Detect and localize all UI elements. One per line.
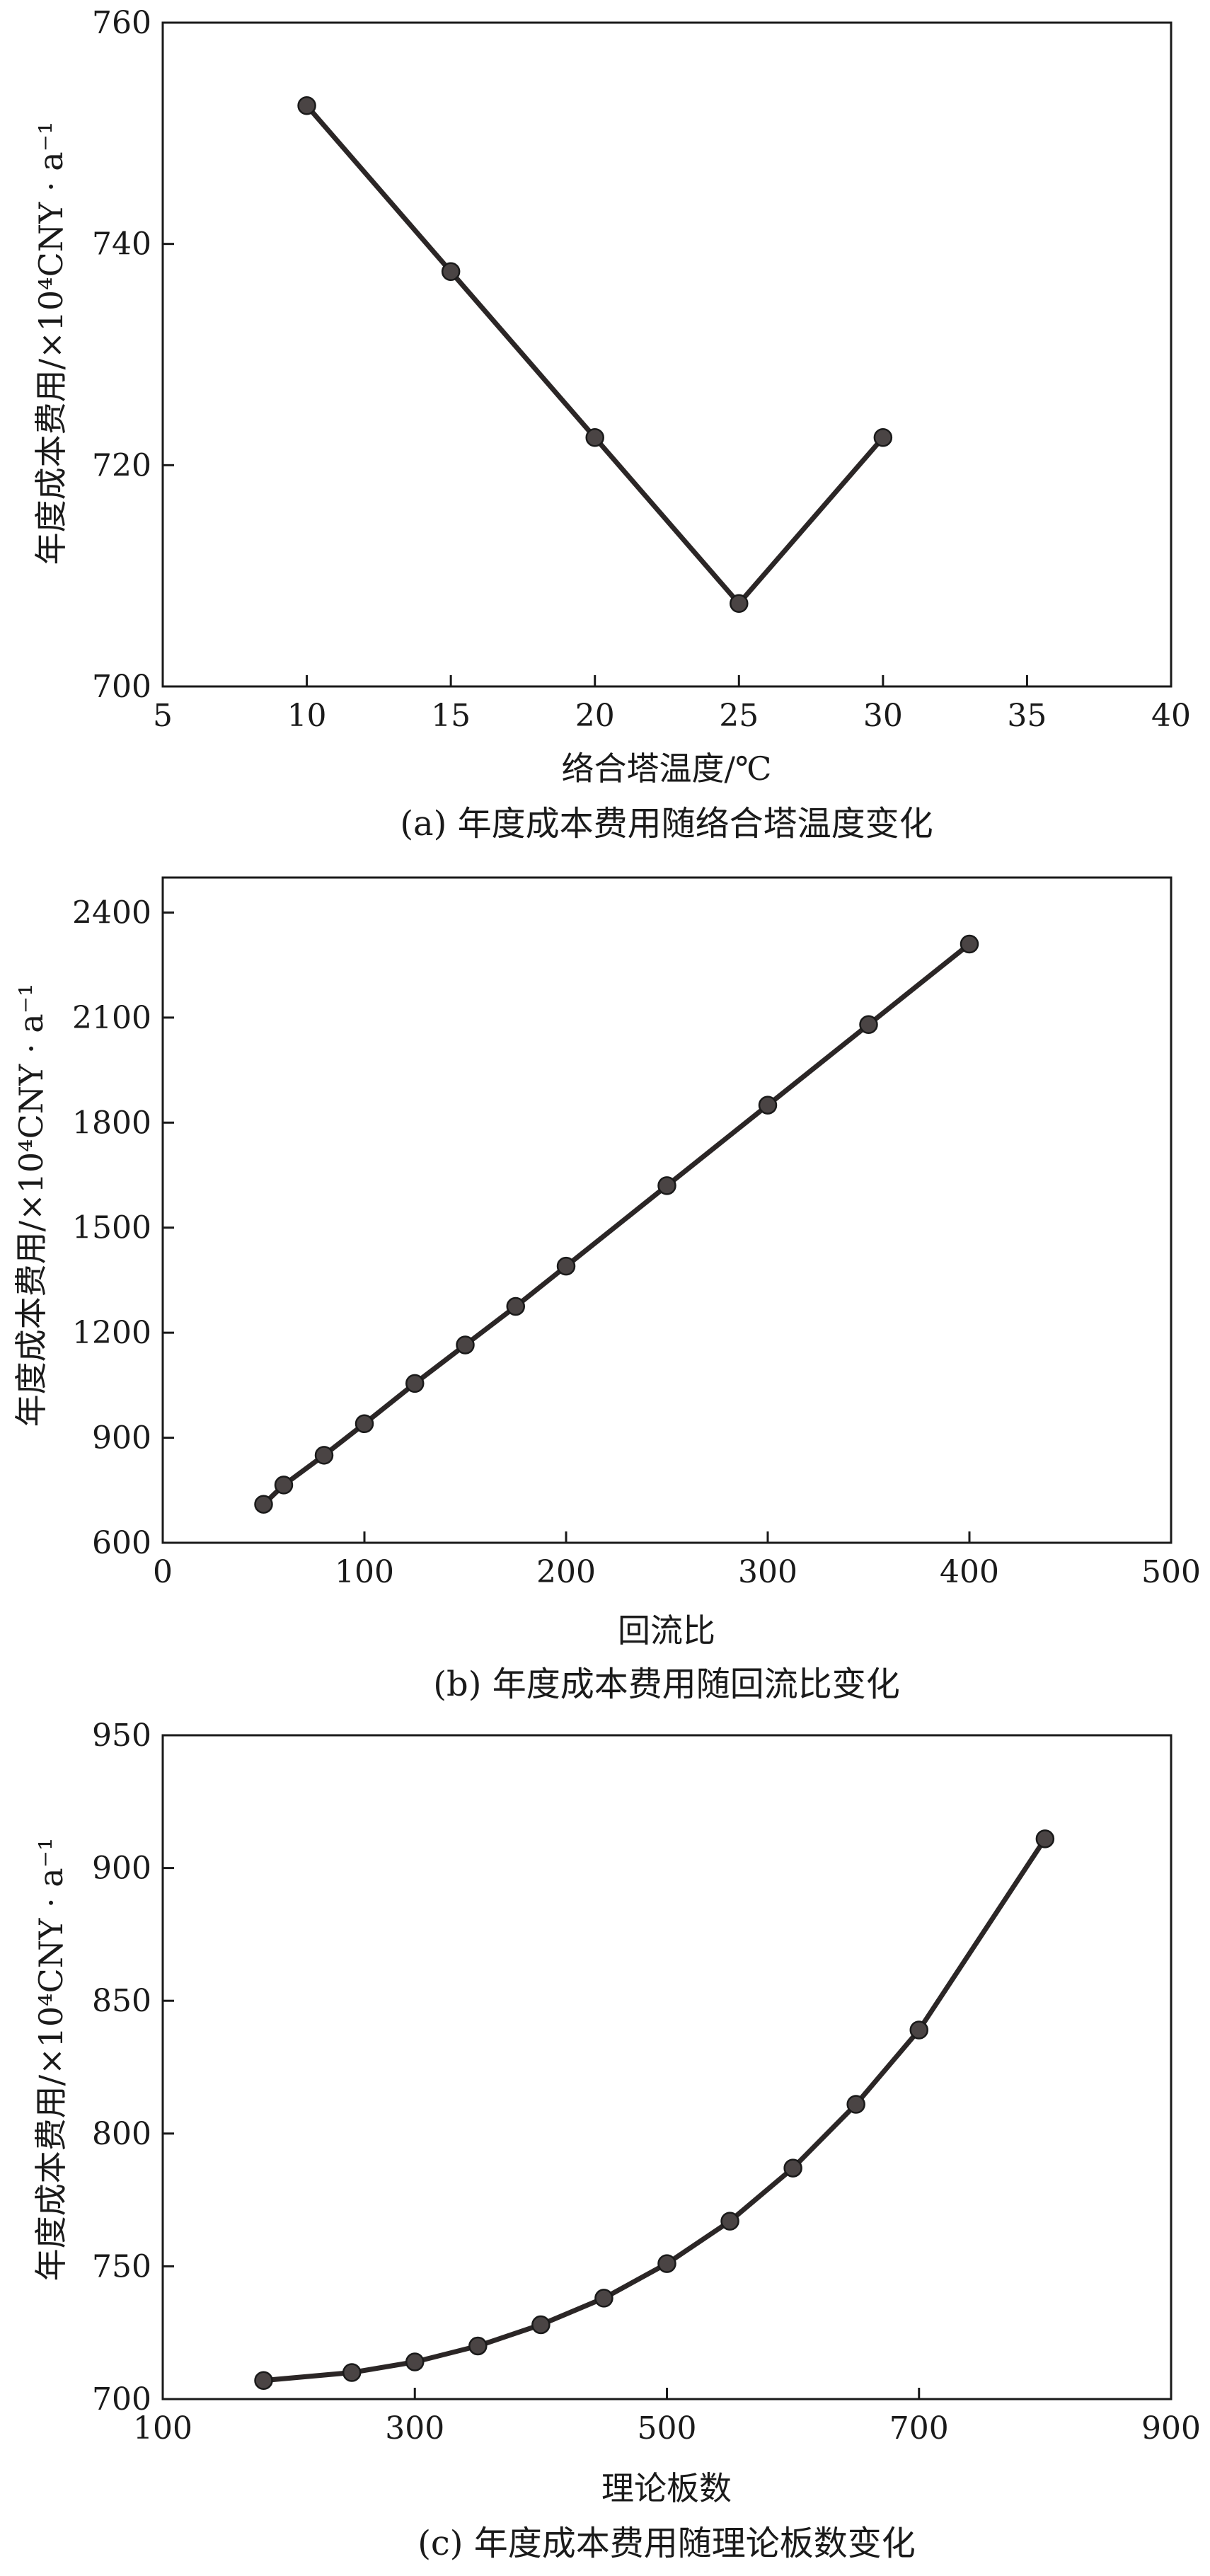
y-tick-label: 720: [92, 447, 151, 483]
y-tick-label: 700: [92, 669, 151, 705]
x-tick-label: 15: [431, 698, 471, 734]
panel-c-plot: 100 300 500 700 900 700 750 800 850 900 950: [92, 1718, 1201, 2446]
x-tick-label: 300: [738, 1554, 797, 1590]
panel-a-data-point: [441, 262, 461, 281]
panel-c-frame: [161, 1734, 1172, 2400]
panel-a: 5 10 15 20 25 30 35 40 700 720 740 760 年度成本费用/×10⁴C…: [32, 5, 1191, 844]
y-tick-label: 750: [92, 2248, 151, 2284]
panel-c-data-point: [405, 2352, 425, 2371]
panel-c-data-point: [468, 2336, 488, 2356]
x-tick-label: 300: [385, 2410, 444, 2446]
panel-b-data-point: [657, 1176, 676, 1195]
x-tick-label: 400: [940, 1554, 999, 1590]
panel-c-data-point: [846, 2095, 865, 2114]
panel-a-xlabel: 络合塔温度/℃: [562, 749, 772, 788]
y-tick-label: 2100: [72, 1000, 151, 1036]
panel-c-data-point: [657, 2254, 676, 2273]
panel-b-data-point: [960, 934, 979, 954]
y-tick-label: 700: [92, 2381, 151, 2417]
y-tick-label: 600: [92, 1525, 151, 1561]
panel-a-frame: [161, 21, 1172, 688]
x-tick-label: 30: [863, 698, 903, 734]
y-tick-label: 740: [92, 226, 151, 263]
panel-b-data-point: [859, 1015, 878, 1035]
panel-b-data-point: [456, 1335, 475, 1355]
panel-b-data-point: [758, 1096, 778, 1115]
x-tick-label: 0: [153, 1554, 173, 1590]
x-tick-label: 5: [153, 698, 173, 734]
panel-c-data-point: [342, 2363, 362, 2382]
x-tick-label: 100: [335, 1554, 394, 1590]
y-tick-label: 1800: [72, 1105, 151, 1141]
panel-a-plot: 5 10 15 20 25 30 35 40 700 720 740 760: [92, 5, 1191, 734]
x-tick-label: 200: [536, 1554, 596, 1590]
y-tick-label: 2400: [72, 895, 151, 931]
panel-b: 0 100 200 300 400 500 600 900 1200 1500 1800 2100 24…: [12, 876, 1201, 1704]
panel-a-ylabel: 年度成本费用/×10⁴CNY · a⁻¹: [32, 122, 70, 565]
panel-b-data-point: [274, 1476, 294, 1495]
x-tick-label: 900: [1141, 2410, 1201, 2446]
panel-b-plot: 0 100 200 300 400 500 600 900 1200 1500 1800 2100 24…: [72, 876, 1201, 1590]
panel-c-caption: (c) 年度成本费用随理论板数变化: [417, 2524, 916, 2563]
panel-c-data-point: [531, 2315, 551, 2335]
panel-c-data-point: [1035, 1829, 1055, 1848]
panel-a-data-point: [297, 96, 316, 115]
x-tick-label: 500: [1141, 1554, 1201, 1590]
panel-b-data-point: [314, 1446, 334, 1465]
panel-b-caption: (b) 年度成本费用随回流比变化: [433, 1664, 899, 1704]
x-tick-label: 100: [133, 2410, 192, 2446]
panel-c-ylabel: 年度成本费用/×10⁴CNY · a⁻¹: [32, 1838, 70, 2282]
panel-c-data-point: [720, 2212, 739, 2231]
panel-c-data-point: [909, 2020, 928, 2040]
panel-c-data-point: [594, 2289, 613, 2308]
x-tick-label: 35: [1007, 698, 1047, 734]
panel-c-data-point: [783, 2158, 802, 2178]
panel-b-data-point: [405, 1374, 425, 1393]
y-tick-label: 850: [92, 1983, 151, 2019]
panel-b-ylabel: 年度成本费用/×10⁴CNY · a⁻¹: [12, 984, 50, 1427]
panel-c-xlabel: 理论板数: [601, 2469, 732, 2507]
x-tick-label: 25: [719, 698, 759, 734]
panel-a-data-point: [730, 594, 749, 613]
panel-b-data-point: [556, 1256, 576, 1276]
panel-c: 100 300 500 700 900 700 750 800 850 900 950 年度成本费用…: [32, 1718, 1201, 2563]
y-tick-label: 1500: [72, 1210, 151, 1246]
y-tick-label: 760: [92, 5, 151, 41]
x-tick-label: 700: [889, 2410, 949, 2446]
x-tick-label: 20: [575, 698, 615, 734]
panel-b-data-point: [254, 1495, 273, 1514]
x-tick-label: 40: [1151, 698, 1191, 734]
panel-a-series-line: [304, 103, 886, 606]
panel-b-data-point: [506, 1296, 525, 1316]
y-tick-label: 950: [92, 1718, 151, 1754]
y-tick-label: 1200: [72, 1315, 151, 1351]
panel-c-series-line: [261, 1836, 1048, 2384]
panel-a-caption: (a) 年度成本费用随络合塔温度变化: [400, 804, 933, 844]
panel-b-xlabel: 回流比: [618, 1611, 715, 1650]
panel-a-data-point: [873, 428, 893, 447]
panel-b-frame: [161, 876, 1172, 1544]
y-tick-label: 900: [92, 1851, 151, 1887]
x-tick-label: 10: [287, 698, 327, 734]
panel-b-data-point: [355, 1414, 374, 1434]
y-tick-label: 800: [92, 2116, 151, 2152]
panel-c-data-point: [254, 2371, 273, 2390]
y-tick-label: 900: [92, 1420, 151, 1456]
x-tick-label: 500: [638, 2410, 697, 2446]
panel-a-data-point: [585, 428, 604, 447]
